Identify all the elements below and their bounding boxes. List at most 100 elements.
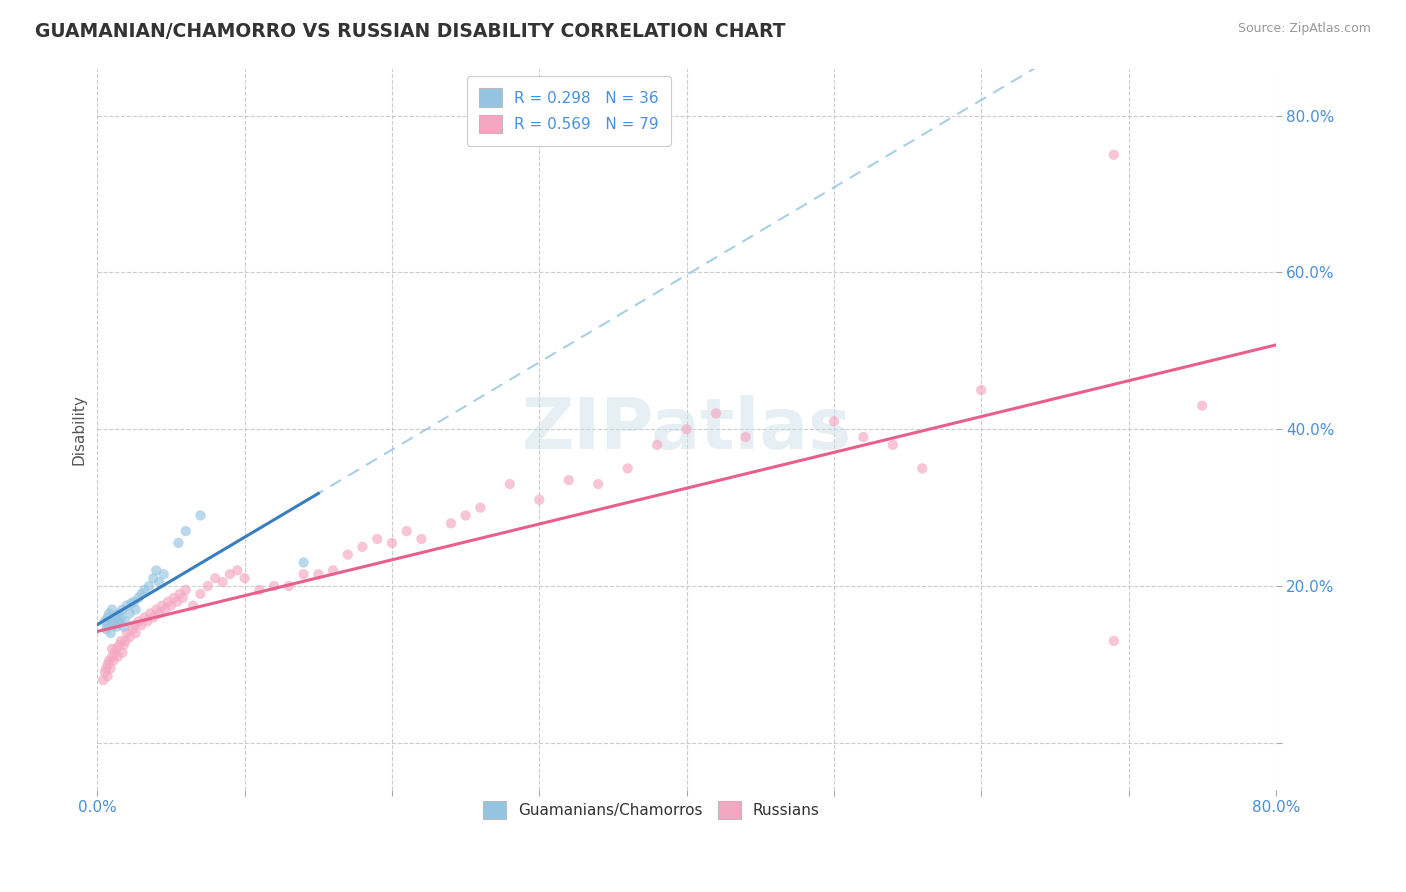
Point — [105, 641, 128, 656]
Point — [134, 610, 156, 624]
Point — [101, 602, 124, 616]
Point — [174, 524, 197, 538]
Point — [122, 595, 145, 609]
Point — [110, 610, 132, 624]
Point — [101, 641, 124, 656]
Point — [190, 508, 212, 523]
Point — [121, 622, 143, 636]
Point — [142, 610, 165, 624]
Point — [108, 638, 131, 652]
Point — [219, 567, 242, 582]
Point — [454, 508, 477, 523]
Point — [292, 567, 315, 582]
Point — [124, 602, 146, 616]
Point — [322, 563, 344, 577]
Point — [970, 383, 993, 397]
Point — [174, 582, 197, 597]
Point — [169, 587, 191, 601]
Point — [122, 618, 145, 632]
Point — [499, 477, 522, 491]
Point — [150, 599, 173, 613]
Point — [336, 548, 359, 562]
Point — [1102, 634, 1125, 648]
Point — [107, 649, 129, 664]
Point — [734, 430, 756, 444]
Point — [558, 473, 581, 487]
Point — [104, 646, 127, 660]
Point — [93, 615, 115, 629]
Point — [97, 618, 120, 632]
Point — [93, 665, 115, 680]
Point — [107, 615, 129, 629]
Point — [131, 618, 153, 632]
Point — [139, 607, 162, 621]
Point — [172, 591, 194, 605]
Point — [153, 602, 176, 616]
Legend: Guamanians/Chamorros, Russians: Guamanians/Chamorros, Russians — [477, 795, 825, 826]
Point — [120, 596, 142, 610]
Point — [118, 630, 141, 644]
Point — [160, 599, 183, 613]
Point — [115, 599, 138, 613]
Point — [104, 612, 127, 626]
Point — [101, 615, 124, 629]
Point — [98, 607, 121, 621]
Point — [142, 571, 165, 585]
Point — [131, 587, 153, 601]
Point — [108, 607, 131, 621]
Point — [1191, 399, 1213, 413]
Point — [152, 567, 174, 582]
Point — [616, 461, 638, 475]
Text: GUAMANIAN/CHAMORRO VS RUSSIAN DISABILITY CORRELATION CHART: GUAMANIAN/CHAMORRO VS RUSSIAN DISABILITY… — [35, 22, 786, 41]
Y-axis label: Disability: Disability — [72, 393, 86, 465]
Point — [108, 616, 131, 631]
Point — [97, 657, 120, 672]
Point — [111, 646, 134, 660]
Point — [247, 582, 270, 597]
Point — [190, 587, 212, 601]
Point — [352, 540, 374, 554]
Point — [110, 634, 132, 648]
Point — [97, 669, 120, 683]
Point — [145, 563, 167, 577]
Point — [1102, 148, 1125, 162]
Point — [118, 607, 141, 621]
Point — [96, 661, 118, 675]
Point — [263, 579, 285, 593]
Point — [529, 492, 551, 507]
Point — [134, 582, 156, 597]
Point — [103, 654, 125, 668]
Point — [181, 599, 204, 613]
Point — [645, 438, 668, 452]
Point — [97, 610, 120, 624]
Point — [111, 602, 134, 616]
Point — [440, 516, 463, 531]
Point — [197, 579, 219, 593]
Point — [105, 620, 128, 634]
Point — [704, 407, 727, 421]
Text: ZIPatlas: ZIPatlas — [522, 395, 852, 464]
Point — [114, 615, 136, 629]
Point — [128, 591, 150, 605]
Point — [166, 595, 188, 609]
Point — [395, 524, 418, 538]
Point — [167, 536, 190, 550]
Point — [115, 626, 138, 640]
Point — [852, 430, 875, 444]
Point — [101, 649, 124, 664]
Point — [91, 673, 114, 687]
Point — [148, 607, 170, 621]
Point — [124, 626, 146, 640]
Point — [112, 638, 135, 652]
Point — [145, 602, 167, 616]
Point — [157, 595, 180, 609]
Point — [226, 563, 249, 577]
Point — [911, 461, 934, 475]
Point — [100, 626, 122, 640]
Point — [136, 615, 159, 629]
Point — [98, 654, 121, 668]
Point — [470, 500, 492, 515]
Point — [138, 579, 160, 593]
Point — [675, 422, 697, 436]
Point — [105, 608, 128, 623]
